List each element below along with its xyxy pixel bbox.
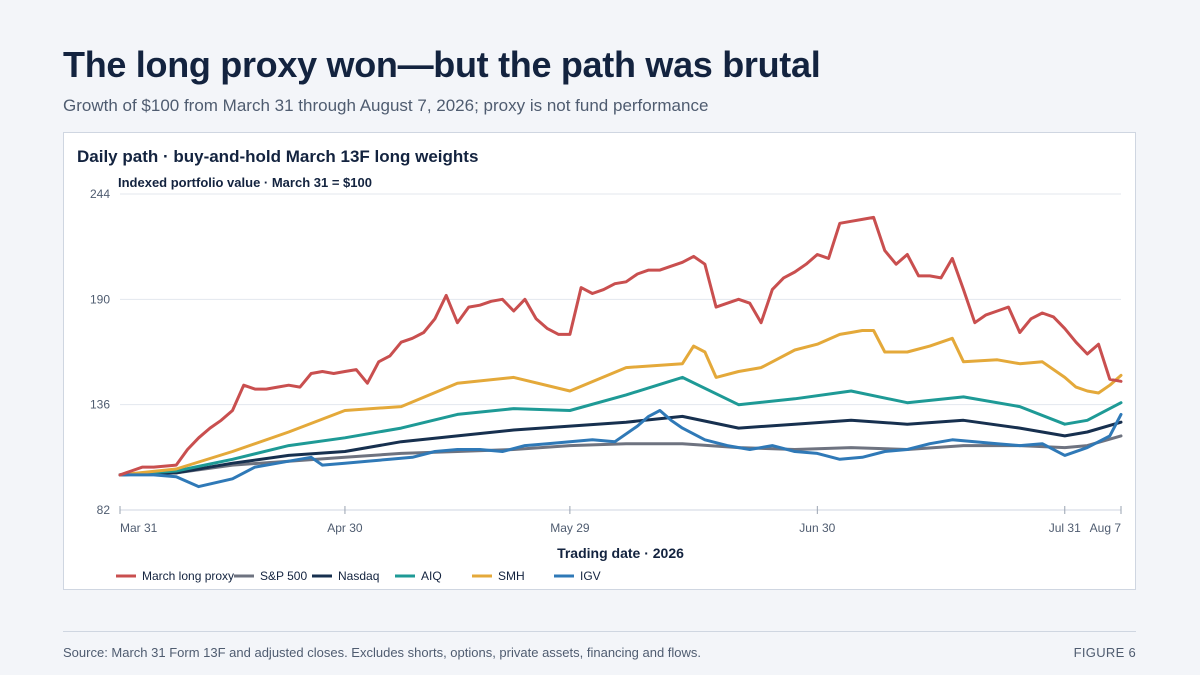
legend-label-igv: IGV: [580, 569, 601, 583]
page-subtitle: Growth of $100 from March 31 through Aug…: [63, 96, 709, 115]
legend-label-s-p-500: S&P 500: [260, 569, 307, 583]
x-tick-label: Apr 30: [327, 521, 363, 535]
legend-label-nasdaq: Nasdaq: [338, 569, 379, 583]
page-title: The long proxy won—but the path was brut…: [63, 44, 821, 85]
x-axis-label: Trading date · 2026: [557, 545, 684, 561]
legend-label-aiq: AIQ: [421, 569, 442, 583]
source-note: Source: March 31 Form 13F and adjusted c…: [63, 645, 702, 660]
y-tick-label: 244: [90, 187, 110, 201]
series-line-smh: [118, 329, 1123, 477]
series-line-nasdaq: [118, 414, 1123, 477]
y-tick-label: 136: [90, 398, 110, 412]
x-tick-label: Mar 31: [120, 521, 158, 535]
chart-card: Daily path · buy-and-hold March 13F long…: [63, 132, 1136, 590]
y-axis-label: Indexed portfolio value · March 31 = $10…: [118, 175, 372, 190]
legend-label-smh: SMH: [498, 569, 525, 583]
x-tick-label: May 29: [550, 521, 590, 535]
x-tick-label: Jul 31: [1049, 521, 1081, 535]
series-layer: [118, 215, 1123, 489]
x-tick-label: Jun 30: [799, 521, 835, 535]
axis-layer: Indexed portfolio value · March 31 = $10…: [90, 175, 1122, 561]
footer-divider: [63, 631, 1136, 632]
y-tick-label: 82: [97, 503, 111, 517]
legend-label-march-long-proxy: March long proxy: [142, 569, 234, 583]
figure-label: FIGURE 6: [1073, 645, 1136, 660]
series-line-aiq: [118, 375, 1123, 477]
y-tick-label: 190: [90, 292, 110, 306]
x-tick-label: Aug 7: [1090, 521, 1122, 535]
legend: March long proxy S&P 500 Nasdaq AIQ SMH IGV: [116, 569, 601, 583]
chart-card-title: Daily path · buy-and-hold March 13F long…: [77, 147, 479, 166]
line-chart: Indexed portfolio value · March 31 = $10…: [90, 175, 1123, 583]
series-line-march-long-proxy: [118, 215, 1123, 477]
series-line-igv: [118, 409, 1123, 489]
